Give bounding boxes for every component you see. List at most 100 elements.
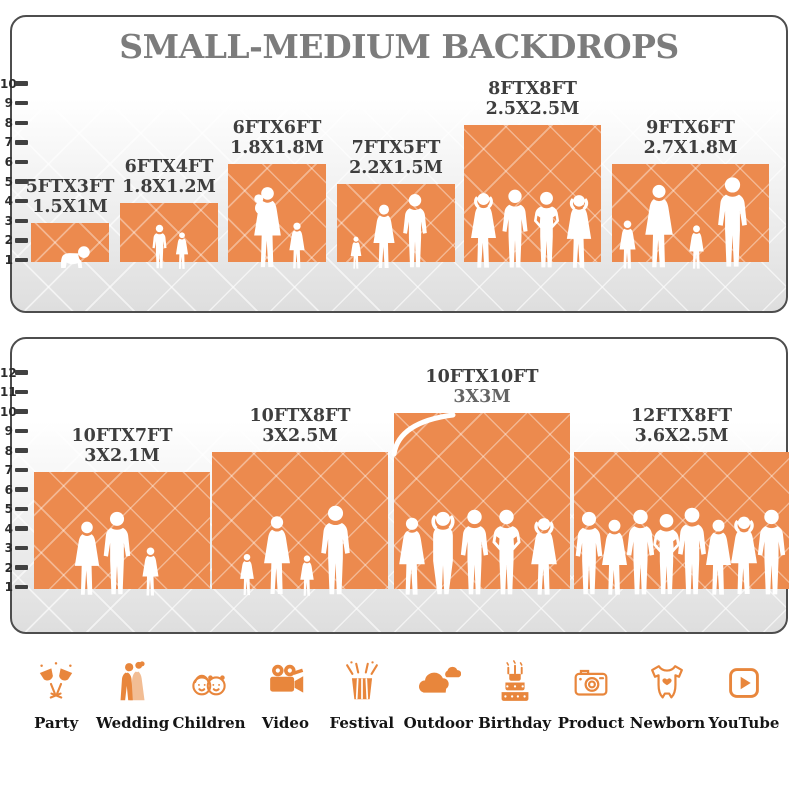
backdrop-rect-6ftx6ft: 6FTX6FT 1.8X1.8M: [228, 118, 326, 262]
person-silhouette-girl: [174, 232, 190, 270]
category-product: Product: [553, 660, 629, 732]
ruler-tick-5: 5: [0, 501, 28, 517]
person-silhouette-man: [673, 507, 711, 597]
panel-small-medium-top: SMALL-MEDIUM BACKDROPS 5FTX3FT 1.5X1M 6FTX…: [10, 15, 788, 313]
backdrop-size-ft: 12FTX8FT: [630, 405, 733, 426]
ruler-tick-6: 6: [0, 154, 28, 170]
person-silhouette-girl: [298, 555, 316, 597]
product-icon: [568, 660, 614, 706]
ruler-tick-mark: [15, 159, 28, 165]
backdrop-size-m: 2.2X1.5M: [349, 158, 443, 179]
ruler-tick-mark: [15, 428, 28, 434]
backdrop-size-label: 9FTX6FT 2.7X1.8M: [644, 118, 738, 159]
backdrop-size-label: 12FTX8FT 3.6X2.5M: [631, 406, 732, 447]
ruler-tick-2: 2: [0, 232, 28, 248]
ruler-tick-number: 10: [0, 76, 17, 91]
ruler-tick-12: 12: [0, 365, 28, 381]
ruler-tick-number: 1: [4, 253, 13, 267]
category-video: Video: [247, 660, 323, 732]
category-children: Children: [171, 660, 247, 732]
ruler-tick-mark: [15, 467, 28, 473]
ruler-tick-mark: [15, 179, 28, 184]
category-label: Newborn: [629, 714, 706, 732]
ruler-tick-mark: [15, 448, 28, 453]
backdrop-size-ft: 10FTX10FT: [425, 366, 539, 387]
backdrop-size-label: 5FTX3FT 1.5X1M: [26, 177, 115, 218]
ruler-tick-number: 4: [4, 521, 13, 536]
backdrop-size-m: 2.5X2.5M: [485, 99, 580, 120]
ruler-tick-9: 9: [0, 423, 28, 439]
backdrop-size-ft: 7FTX5FT: [351, 137, 441, 158]
category-label: Video: [261, 714, 309, 732]
ruler-tick-number: 10: [0, 404, 17, 419]
backdrop-size-ft: 5FTX3FT: [25, 176, 115, 197]
ruler-tick-number: 12: [0, 365, 17, 380]
person-silhouette-woman: [641, 184, 677, 270]
ruler-tick-2: 2: [0, 560, 28, 576]
birthday-icon: [492, 660, 538, 706]
newborn-icon: [644, 660, 690, 706]
ruler-tick-mark: [15, 526, 28, 531]
person-silhouette-girl: [287, 222, 307, 270]
ruler-tick-number: 8: [4, 443, 13, 458]
wedding-icon: [110, 660, 156, 706]
person-silhouette-woman-up: [563, 194, 595, 270]
person-silhouette-woman-up: [467, 192, 500, 270]
person-silhouette-girl: [617, 220, 638, 270]
backdrop-size-label: 7FTX5FT 2.2X1.5M: [349, 138, 443, 179]
ruler-tick-3: 3: [0, 213, 28, 229]
ruler-tick-number: 2: [4, 560, 13, 575]
category-festival: Festival: [324, 660, 400, 732]
ruler-tick-3: 3: [0, 540, 28, 556]
ruler-tick-10: 10: [0, 404, 28, 420]
category-label: Product: [557, 714, 625, 732]
ruler-tick-mark: [15, 506, 28, 512]
ruler-tick-number: 3: [4, 541, 13, 555]
backdrop-size-ft: 10FTX8FT: [249, 405, 351, 426]
ruler-tick-1: 1: [0, 252, 28, 268]
backdrop-size-m: 3X2.5M: [262, 426, 338, 447]
person-silhouette-man-hips: [530, 191, 563, 270]
category-party: Party: [18, 660, 94, 732]
person-silhouette-man-hips: [488, 509, 525, 597]
ruler-tick-mark: [15, 370, 28, 375]
backdrop-size-ft: 6FTX6FT: [232, 117, 322, 138]
person-silhouette-boy: [150, 224, 169, 270]
person-silhouette-man: [99, 511, 135, 597]
category-birthday: Birthday: [476, 660, 552, 732]
ruler-feet-top: 1 2 3 4 5 6 7 8 9 10: [0, 15, 40, 313]
backdrop-size-label: 10FTX10FT 3X3M: [425, 367, 538, 408]
ruler-tick-mark: [15, 584, 28, 590]
backdrop-rect-10ftx7ft: 10FTX7FT 3X2.1M: [34, 426, 210, 589]
backdrop-rect-8ftx8ft: 8FTX8FT 2.5X2.5M: [464, 79, 601, 262]
ruler-tick-number: 1: [4, 580, 13, 594]
person-silhouette-woman: [370, 204, 398, 270]
person-silhouette-man: [753, 509, 790, 597]
category-label: YouTube: [708, 714, 780, 732]
backdrop-size-m: 3X2.1M: [84, 446, 160, 467]
ruler-tick-number: 9: [4, 424, 13, 438]
ruler-tick-9: 9: [0, 95, 28, 111]
backdrop-size-m: 3.6X2.5M: [634, 426, 729, 447]
ruler-tick-number: 7: [4, 135, 13, 150]
ruler-tick-6: 6: [0, 482, 28, 498]
video-icon: [262, 660, 308, 706]
ruler-tick-number: 7: [4, 463, 13, 477]
person-silhouette-woman: [598, 519, 631, 597]
category-label: Children: [172, 714, 246, 732]
outdoor-icon: [415, 660, 461, 706]
person-silhouette-girl: [238, 553, 256, 597]
backdrop-rect-6ftx4ft: 6FTX4FT 1.8X1.2M: [120, 157, 218, 262]
ruler-tick-number: 3: [4, 213, 13, 228]
ruler-tick-8: 8: [0, 443, 28, 459]
ruler-tick-number: 11: [0, 385, 17, 399]
backdrop-rect-5ftx3ft: 5FTX3FT 1.5X1M: [26, 177, 114, 262]
person-silhouette-woman: [260, 515, 294, 597]
backdrop-size-m: 3X3M: [453, 387, 511, 408]
ruler-tick-number: 4: [4, 194, 13, 209]
category-label: Birthday: [478, 714, 552, 732]
person-silhouette-man-up: [425, 511, 461, 597]
person-silhouette-woman: [395, 517, 429, 597]
backdrop-size-ft: 8FTX8FT: [488, 78, 577, 99]
